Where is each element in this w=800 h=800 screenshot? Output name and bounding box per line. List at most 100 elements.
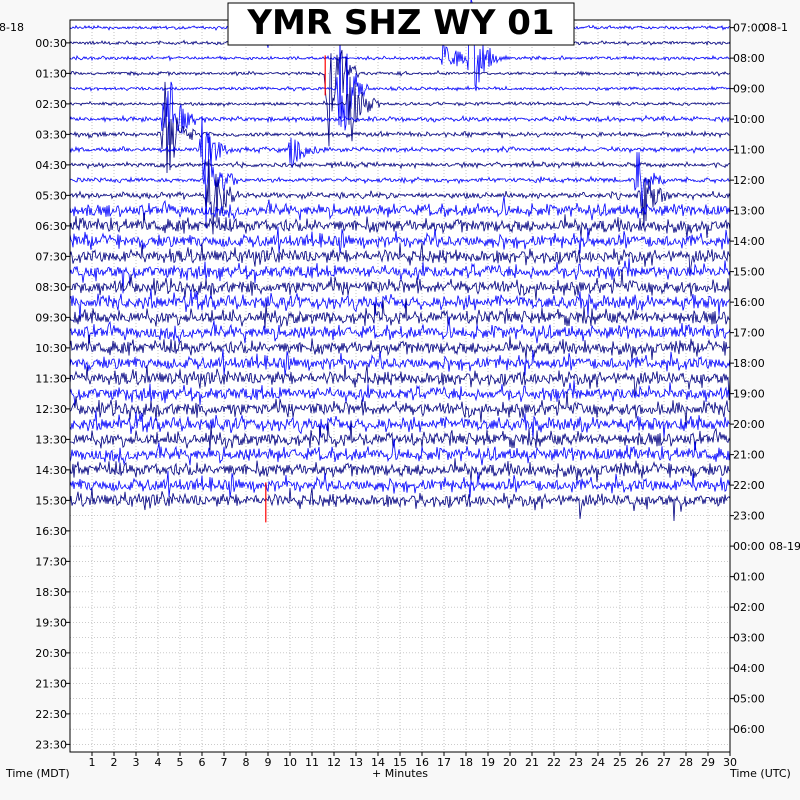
seismic-trace — [69, 316, 731, 344]
left-time-label: 23:30 — [35, 738, 67, 751]
right-time-label: 11:00 — [733, 144, 765, 157]
x-tick-label: 3 — [133, 756, 140, 769]
right-time-label: 02:00 — [733, 601, 765, 614]
right-time-ticks: 07:00 08:00 09:00 10:00 11:00 12:00 13:00 14:00… — [730, 22, 800, 736]
title-box — [227, 2, 575, 46]
right-time-label: 03:00 — [733, 632, 765, 645]
seismic-trace — [69, 458, 731, 483]
right-axis-title: Time (UTC) — [729, 767, 791, 780]
x-tick-label: 12 — [327, 756, 341, 769]
x-tick-label: 23 — [569, 756, 583, 769]
left-time-label: 11:30 — [35, 372, 67, 385]
right-time-label: 23:00 — [733, 510, 765, 523]
x-tick-label: 22 — [547, 756, 561, 769]
left-time-ticks: 00:30 01:30 02:30 03:30 04:30 05:30 06:30 07:30… — [35, 37, 70, 751]
right-time-label: 01:00 — [733, 571, 765, 584]
x-tick-label: 15 — [393, 756, 407, 769]
left-time-label: 00:30 — [35, 37, 67, 50]
seismic-trace — [69, 487, 731, 522]
clip-marks — [265, 55, 326, 523]
left-time-label: 12:30 — [35, 403, 67, 416]
left-time-label: 09:30 — [35, 311, 67, 324]
left-time-label: 08:30 — [35, 281, 67, 294]
right-time-label: 22:00 — [733, 479, 765, 492]
x-tick-label: 14 — [371, 756, 385, 769]
left-time-label: 06:30 — [35, 220, 67, 233]
left-time-label: 15:30 — [35, 494, 67, 507]
right-time-label: 16:00 — [733, 296, 765, 309]
seismic-trace — [69, 410, 731, 439]
seismic-trace — [69, 115, 731, 185]
x-tick-label: 1 — [89, 756, 96, 769]
left-time-label: 04:30 — [35, 159, 67, 172]
right-time-label: 19:00 — [733, 388, 765, 401]
x-tick-label: 17 — [437, 756, 451, 769]
seismic-trace — [69, 420, 731, 451]
x-tick-label: 7 — [221, 756, 228, 769]
left-date-label: 08-18 — [0, 21, 24, 34]
x-tick-label: 6 — [199, 756, 206, 769]
left-time-label: 16:30 — [35, 525, 67, 538]
seismic-trace — [69, 159, 731, 170]
left-time-label: 21:30 — [35, 677, 67, 690]
seismic-trace — [69, 49, 731, 147]
chart-title: YMR SHZ WY 01 — [246, 3, 554, 43]
left-time-label: 19:30 — [35, 616, 67, 629]
seismic-trace — [69, 81, 731, 146]
seismic-trace — [69, 334, 731, 361]
seismic-trace — [69, 212, 731, 239]
x-tick-label: 18 — [459, 756, 473, 769]
seismic-trace — [69, 76, 731, 142]
seismic-trace — [69, 288, 731, 319]
left-time-label: 20:30 — [35, 647, 67, 660]
right-time-label: 04:00 — [733, 662, 765, 675]
right-time-label: 17:00 — [733, 327, 765, 340]
seismic-trace — [69, 136, 731, 229]
right-time-label: 10:00 — [733, 113, 765, 126]
x-tick-label: 24 — [591, 756, 605, 769]
x-tick-label: 27 — [657, 756, 671, 769]
x-tick-label: 4 — [155, 756, 162, 769]
seismic-trace — [69, 470, 731, 498]
seismic-trace — [69, 348, 731, 376]
right-date-label-top: 08-1 — [763, 21, 788, 34]
right-time-label: 20:00 — [733, 418, 765, 431]
seismic-trace — [69, 269, 731, 301]
x-tick-label: 13 — [349, 756, 363, 769]
x-tick-label: 2 — [111, 756, 118, 769]
seismic-trace — [69, 159, 731, 235]
right-time-label: 05:00 — [733, 693, 765, 706]
x-tick-label: 21 — [525, 756, 539, 769]
left-time-label: 07:30 — [35, 250, 67, 263]
seismic-trace — [69, 81, 731, 174]
right-time-label: 00:00 — [733, 540, 765, 553]
x-tick-label: 5 — [177, 756, 184, 769]
right-time-label: 08:00 — [733, 52, 765, 65]
right-time-label: 21:00 — [733, 449, 765, 462]
right-date-label-mid: 08-19 — [769, 540, 800, 553]
x-tick-label: 10 — [283, 756, 297, 769]
right-time-label: 07:00 — [733, 22, 765, 35]
x-tick-label: 26 — [635, 756, 649, 769]
x-tick-label: 29 — [701, 756, 715, 769]
left-axis-title: Time (MDT) — [5, 767, 70, 780]
right-time-label: 06:00 — [733, 723, 765, 736]
right-time-label: 15:00 — [733, 266, 765, 279]
seismic-trace — [69, 195, 731, 221]
left-time-label: 03:30 — [35, 128, 67, 141]
seismic-trace — [69, 258, 731, 294]
seismic-trace — [69, 380, 731, 406]
x-tick-label: 9 — [265, 756, 272, 769]
x-tick-label: 16 — [415, 756, 429, 769]
seismic-trace — [69, 226, 731, 254]
left-time-label: 14:30 — [35, 464, 67, 477]
seismic-traces — [69, 0, 731, 522]
right-time-label: 18:00 — [733, 357, 765, 370]
seismic-trace — [69, 33, 731, 131]
x-axis-ticks: 1 2 3 4 5 6 7 8 9 10 11 12 13 14 15 16 17 18 19 20 21 22 23 24 2… — [89, 752, 737, 769]
left-time-label: 10:30 — [35, 342, 67, 355]
right-time-label: 13:00 — [733, 205, 765, 218]
left-time-label: 13:30 — [35, 433, 67, 446]
left-time-label: 05:30 — [35, 189, 67, 202]
